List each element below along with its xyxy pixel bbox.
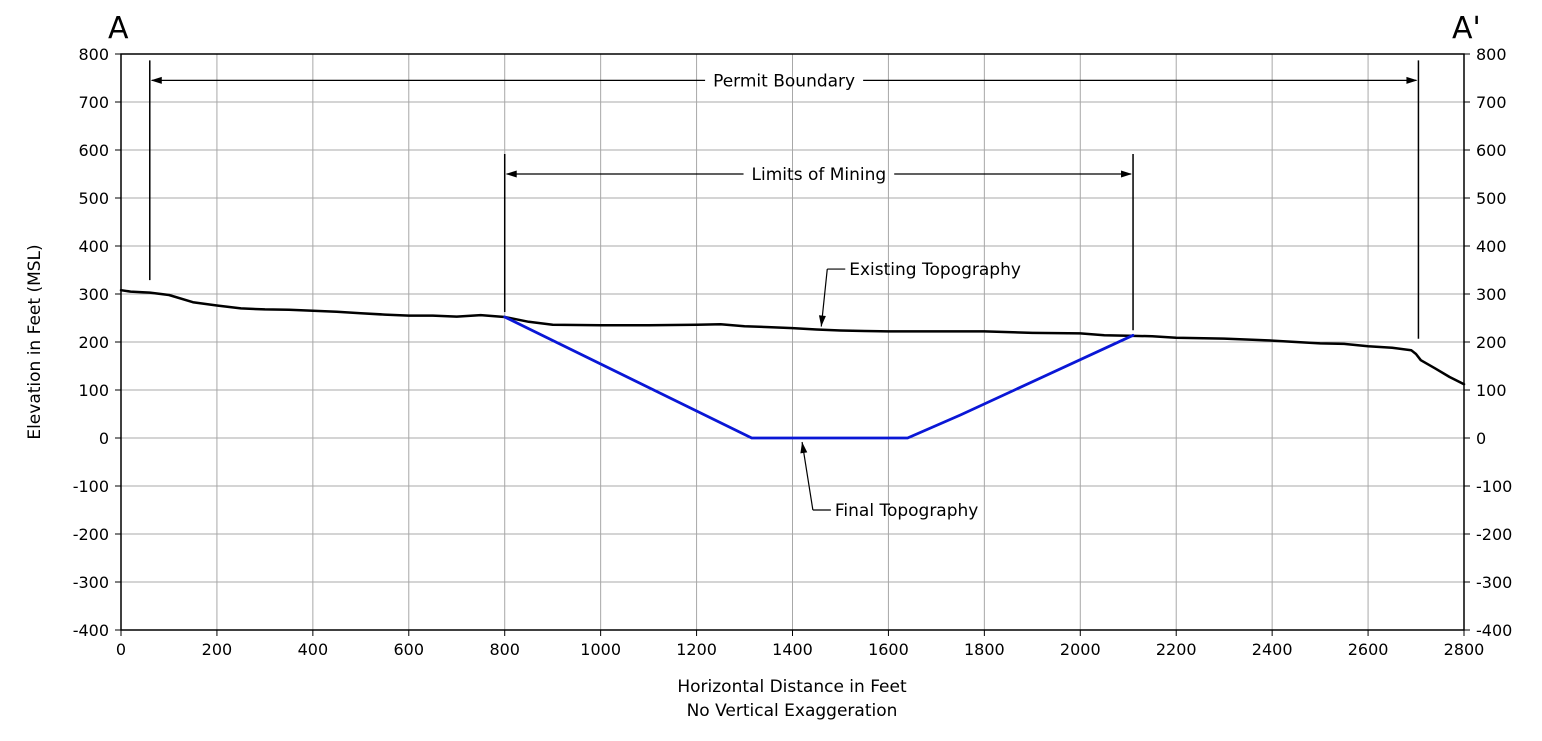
y-tick-label-right: 400 <box>1476 237 1507 256</box>
x-tick-label: 2600 <box>1348 640 1389 659</box>
x-tick-label: 800 <box>489 640 520 659</box>
y-tick-label-left: 100 <box>78 381 109 400</box>
y-tick-label-right: -400 <box>1476 621 1512 640</box>
y-tick-label-left: 700 <box>78 93 109 112</box>
limits-of-mining-label: Limits of Mining <box>752 165 887 185</box>
y-tick-label-right: 600 <box>1476 141 1507 160</box>
y-tick-label-left: 600 <box>78 141 109 160</box>
permit-boundary-label: Permit Boundary <box>713 71 855 91</box>
x-tick-label: 1000 <box>580 640 621 659</box>
y-tick-label-left: 0 <box>99 429 109 448</box>
existing-topography-leader-arrow <box>818 315 826 327</box>
x-tick-label: 2800 <box>1444 640 1485 659</box>
limits-of-mining-arrow-left <box>505 170 517 178</box>
section-start-label: A <box>108 11 129 46</box>
x-tick-label: 1200 <box>676 640 717 659</box>
x-axis-note: No Vertical Exaggeration <box>687 701 898 721</box>
y-tick-label-right: -200 <box>1476 525 1512 544</box>
gridlines <box>120 53 1465 631</box>
y-tick-label-right: 0 <box>1476 429 1486 448</box>
x-tick-label: 1400 <box>772 640 813 659</box>
y-axis-label: Elevation in Feet (MSL) <box>25 244 45 439</box>
y-tick-label-left: 500 <box>78 189 109 208</box>
y-tick-label-right: 200 <box>1476 333 1507 352</box>
y-tick-label-left: 400 <box>78 237 109 256</box>
x-tick-label: 1600 <box>868 640 909 659</box>
permit-boundary-arrow-left <box>150 76 162 84</box>
x-tick-label: 2200 <box>1156 640 1197 659</box>
x-tick-label: 600 <box>394 640 425 659</box>
y-axis-ticks-left: -400 -300 -200 -100 0 100 200 300 400 500 600 700 80… <box>73 45 121 640</box>
y-tick-label-left: 200 <box>78 333 109 352</box>
y-tick-label-right: 700 <box>1476 93 1507 112</box>
y-tick-label-right: 300 <box>1476 285 1507 304</box>
final-topography-leader-arrow <box>800 442 808 454</box>
x-tick-label: 200 <box>202 640 233 659</box>
x-axis-ticks: 0 200 400 600 800 1000 1200 1400 1600 1800 2000 220… <box>116 630 1484 659</box>
y-tick-label-right: -100 <box>1476 477 1512 496</box>
y-tick-label-left: 300 <box>78 285 109 304</box>
x-tick-label: 1800 <box>964 640 1005 659</box>
annotations: Permit Boundary Limits of Mining Existing … <box>149 60 1420 521</box>
final-topography-leader-diagonal <box>801 441 814 511</box>
y-tick-label-left: -200 <box>73 525 109 544</box>
permit-boundary-arrow-right <box>1406 76 1418 84</box>
y-tick-label-left: -100 <box>73 477 109 496</box>
y-tick-label-left: -300 <box>73 573 109 592</box>
x-tick-label: 0 <box>116 640 126 659</box>
y-tick-label-right: -300 <box>1476 573 1512 592</box>
x-axis-label: Horizontal Distance in Feet <box>677 677 907 697</box>
y-tick-label-right: 100 <box>1476 381 1507 400</box>
x-tick-label: 2000 <box>1060 640 1101 659</box>
y-tick-label-left: -400 <box>73 621 109 640</box>
final-topography-line <box>503 315 1135 440</box>
final-topography-label: Final Topography <box>835 501 979 521</box>
existing-topography-label: Existing Topography <box>849 260 1021 280</box>
x-tick-label: 2400 <box>1252 640 1293 659</box>
y-tick-label-left: 800 <box>78 45 109 64</box>
y-tick-label-right: 800 <box>1476 45 1507 64</box>
y-axis-ticks-right: -400 -300 -200 -100 0 100 200 300 400 500 600 700 80… <box>1464 45 1512 640</box>
existing-topography-line <box>119 288 1466 386</box>
section-end-label: A' <box>1452 11 1481 46</box>
x-tick-label: 400 <box>298 640 329 659</box>
limits-of-mining-arrow-right <box>1121 170 1133 178</box>
y-tick-label-right: 500 <box>1476 189 1507 208</box>
series-lines <box>119 288 1466 440</box>
